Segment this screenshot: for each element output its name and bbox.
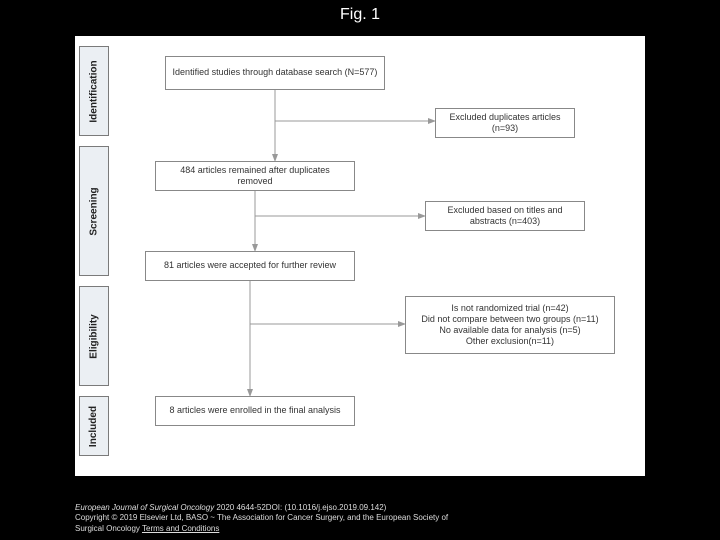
box-excluded-duplicates: Excluded duplicates articles (n=93)	[435, 108, 575, 138]
citation-copyright-a: Copyright © 2019 Elsevier Ltd, BASO ~ Th…	[75, 513, 448, 522]
box-exclusion-reasons: Is not randomized trial (n=42) Did not c…	[405, 296, 615, 354]
box-after-duplicates: 484 articles remained after duplicates r…	[155, 161, 355, 191]
phase-eligibility: Eligibility	[79, 286, 109, 386]
phase-label: Included	[89, 405, 100, 446]
box-accepted-review: 81 articles were accepted for further re…	[145, 251, 355, 281]
citation-copyright-b: Surgical Oncology	[75, 524, 142, 533]
phase-label: Identification	[89, 60, 100, 122]
box-identified: Identified studies through database sear…	[165, 56, 385, 90]
citation-line3: Surgical Oncology Terms and Conditions	[75, 524, 448, 534]
box-excluded-titles: Excluded based on titles and abstracts (…	[425, 201, 585, 231]
prisma-diagram: Identification Screening Eligibility Inc…	[75, 36, 645, 476]
phase-column: Identification Screening Eligibility Inc…	[79, 46, 109, 446]
figure-title: Fig. 1	[0, 6, 720, 24]
phase-included: Included	[79, 396, 109, 456]
terms-link[interactable]: Terms and Conditions	[142, 524, 219, 533]
citation-details: 2020 4644-52DOI: (10.1016/j.ejso.2019.09…	[214, 503, 386, 512]
citation: European Journal of Surgical Oncology 20…	[75, 503, 448, 534]
citation-line1: European Journal of Surgical Oncology 20…	[75, 503, 448, 513]
phase-label: Eligibility	[89, 314, 100, 358]
box-final: 8 articles were enrolled in the final an…	[155, 396, 355, 426]
page: Fig. 1 Identification Screening Eligibil…	[0, 0, 720, 540]
phase-screening: Screening	[79, 146, 109, 276]
phase-identification: Identification	[79, 46, 109, 136]
citation-journal: European Journal of Surgical Oncology	[75, 503, 214, 512]
phase-label: Screening	[89, 187, 100, 235]
citation-line2: Copyright © 2019 Elsevier Ltd, BASO ~ Th…	[75, 513, 448, 523]
